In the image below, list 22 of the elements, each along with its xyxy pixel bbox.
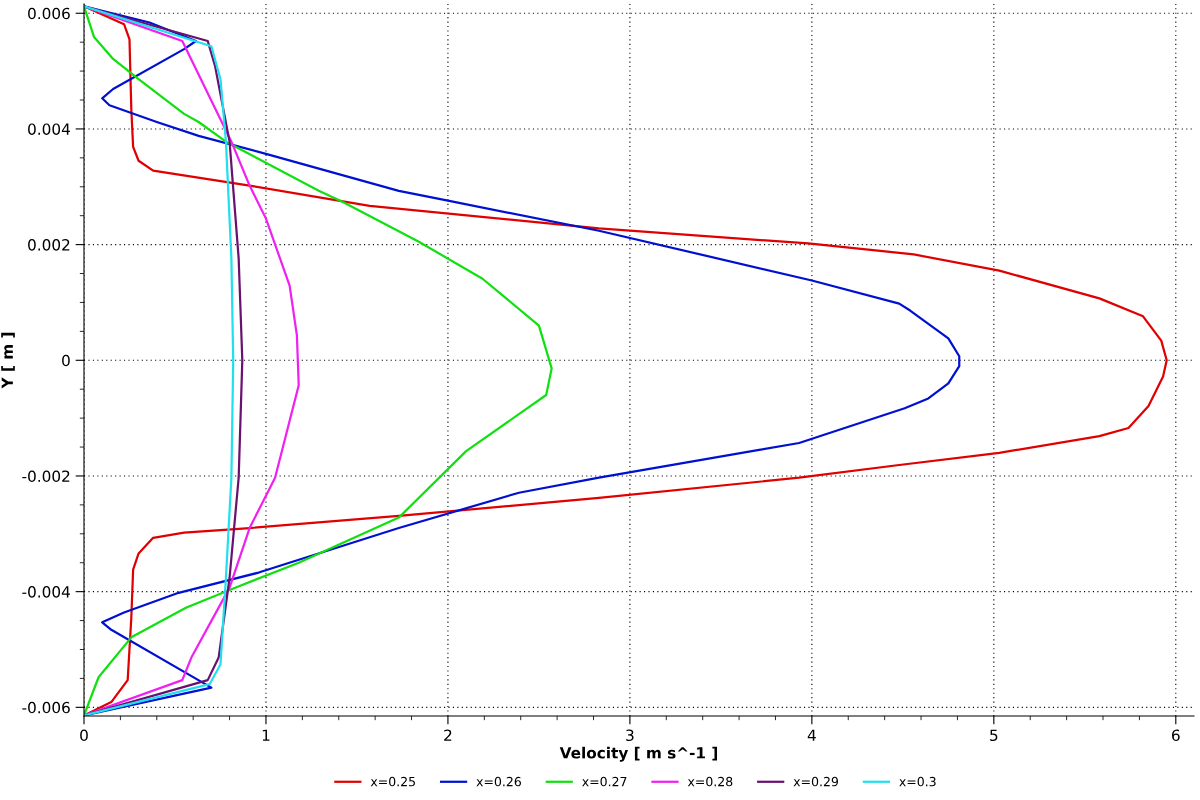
y-tick-label: 0.002: [28, 239, 70, 251]
x-axis-title: Velocity [ m s^-1 ]: [559, 746, 718, 762]
y-tick-label: -0.006: [22, 701, 70, 714]
y-tick-label: -0.004: [22, 586, 70, 598]
x-tick-label: 1: [262, 729, 270, 741]
y-tick-label: 0: [62, 354, 70, 367]
y-tick-label: -0.002: [22, 470, 70, 482]
x-tick-label: 6: [1172, 729, 1180, 742]
legend-label: x=0.25: [370, 776, 415, 787]
legend-label: x=0.28: [687, 776, 733, 787]
y-tick-label: 0.006: [28, 7, 70, 20]
y-tick-label: 0.004: [28, 123, 70, 135]
x-tick-label: 5: [990, 729, 998, 742]
x-tick-label: 2: [444, 729, 452, 741]
x-tick-label: 3: [626, 729, 634, 742]
legend-label: x=0.26: [476, 776, 521, 787]
legend-label: x=0.29: [793, 776, 839, 787]
x-tick-label: 0: [80, 729, 88, 742]
legend-label: x=0.27: [582, 776, 627, 787]
x-tick-label: 4: [807, 729, 816, 741]
legend-label: x=0.3: [899, 776, 936, 787]
y-axis-title: Y [ m ]: [1, 332, 15, 389]
